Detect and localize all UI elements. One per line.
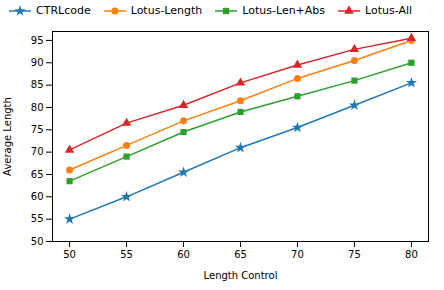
html-text:Lotus-Len+Abs: Lotus-Len+Abs [242, 4, 326, 17]
svg-text:Average Length: Average Length [2, 97, 13, 176]
svg-text:60: 60 [177, 249, 190, 260]
svg-text:65: 65 [31, 169, 44, 180]
svg-text:90: 90 [31, 57, 44, 68]
svg-text:50: 50 [63, 249, 76, 260]
svg-text:95: 95 [31, 35, 44, 46]
html-text:CTRLcode: CTRLcode [36, 4, 91, 17]
svg-text:60: 60 [31, 191, 44, 202]
svg-text:55: 55 [31, 213, 44, 224]
svg-text:80: 80 [405, 249, 418, 260]
svg-text:85: 85 [31, 79, 44, 90]
html-text:Lotus-All: Lotus-All [365, 4, 413, 17]
svg-text:55: 55 [120, 249, 133, 260]
svg-text:50: 50 [31, 236, 44, 247]
svg-text:80: 80 [31, 102, 44, 113]
svg-text:70: 70 [31, 146, 44, 157]
svg-text:75: 75 [348, 249, 361, 260]
svg-text:70: 70 [291, 249, 304, 260]
html-text:Lotus-Length: Lotus-Length [130, 4, 203, 17]
svg-text:65: 65 [234, 249, 247, 260]
svg-text:Length Control: Length Control [204, 270, 278, 281]
svg-text:75: 75 [31, 124, 44, 135]
